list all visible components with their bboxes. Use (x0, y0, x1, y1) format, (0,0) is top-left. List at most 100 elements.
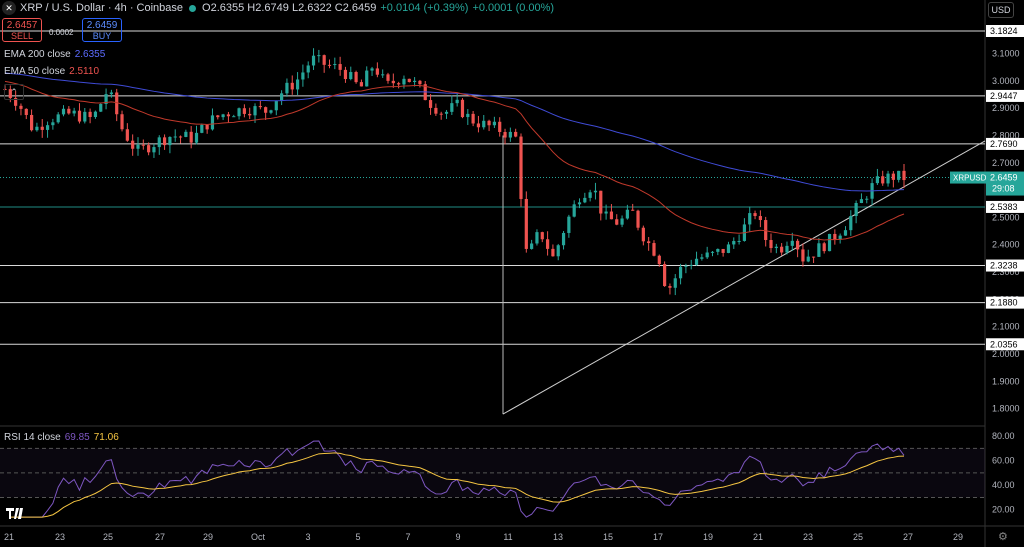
price-tick-label-1: 3.0000 (992, 76, 1020, 86)
currency-button[interactable]: USD (988, 2, 1014, 18)
candle-body (668, 286, 672, 288)
candle-body (439, 113, 443, 115)
candle-body (620, 218, 624, 225)
candle-body (891, 173, 895, 180)
price-tick-label-11: 2.0000 (992, 349, 1020, 359)
candle-body (902, 170, 906, 181)
buy-price: 2.6459 (86, 20, 118, 31)
candle-body (498, 121, 502, 132)
candle-body (817, 243, 821, 257)
candle-body (519, 136, 523, 199)
candle-body (833, 233, 837, 240)
candle-body (545, 239, 550, 249)
candle-body (125, 129, 129, 141)
ema50-label: EMA 50 close (4, 66, 66, 77)
buy-button[interactable]: 2.6459 BUY (82, 18, 122, 42)
low-value: L2.6322 (291, 2, 332, 14)
ema50-value: 2.5110 (69, 66, 99, 77)
candle-body (859, 199, 864, 203)
level-tag-1 (986, 89, 1024, 102)
candle-body (327, 64, 332, 66)
candle-body (673, 278, 677, 288)
countdown-label: 29:08 (992, 184, 1015, 194)
sell-button[interactable]: 2.6457 SELL (2, 18, 42, 42)
candle-body (242, 108, 246, 114)
candle-body (264, 107, 268, 113)
candle-body (769, 240, 773, 249)
level-label-0: 3.1824 (990, 26, 1018, 36)
candle-body (572, 204, 576, 217)
candle-body (349, 72, 353, 80)
collapse-legend-icon[interactable]: ⌃ (4, 84, 24, 100)
candle-body (232, 116, 236, 118)
candle-body (843, 230, 848, 236)
candle-body (72, 110, 76, 114)
candle-body (210, 115, 215, 130)
candle-body (886, 173, 890, 184)
candle-body (716, 248, 720, 252)
candle-body (253, 106, 257, 116)
price-tick-label-6: 2.5000 (992, 212, 1020, 222)
candle-body (657, 255, 661, 265)
candle-body (774, 246, 778, 249)
candle-body (790, 240, 794, 246)
rsi-value: 69.85 (64, 432, 90, 443)
candle-body (99, 103, 103, 112)
candle-body (40, 126, 44, 130)
settings-gear-icon[interactable]: ⚙ (998, 531, 1008, 543)
candle-body (45, 125, 50, 130)
candle-body (551, 248, 555, 257)
sell-label: SELL (10, 31, 34, 41)
ema200-legend[interactable]: EMA 200 close 2.6355 (4, 49, 105, 60)
time-tick-label-16: 23 (803, 532, 813, 542)
candle-body (93, 111, 98, 118)
time-tick-label-1: 23 (55, 532, 65, 542)
candle-body (652, 243, 656, 256)
candle-body (8, 89, 12, 99)
candle-body (248, 113, 252, 116)
price-tick-label-0: 3.1000 (992, 49, 1020, 59)
close-value: C2.6459 (334, 2, 377, 14)
rsi-legend[interactable]: RSI 14 close 69.85 71.06 (4, 432, 119, 443)
price-tick-label-4: 2.7000 (992, 158, 1020, 168)
candle-body (189, 131, 193, 143)
candle-body (806, 256, 810, 262)
candle-body (540, 232, 544, 240)
candle-body (274, 100, 278, 111)
chart-header: ✕ XRP / U.S. Dollar · 4h · Coinbase O2.6… (0, 0, 554, 16)
time-tick-label-7: 5 (355, 532, 360, 542)
time-tick-label-5: Oct (251, 532, 266, 542)
level-tag-5 (986, 296, 1024, 309)
candle-body (428, 100, 433, 108)
candle-body (466, 113, 470, 118)
candle-body (556, 245, 560, 257)
candle-body (663, 264, 667, 287)
candle-body (524, 198, 528, 249)
ema50-legend[interactable]: EMA 50 close 2.5110 (4, 66, 99, 77)
candle-body (226, 114, 231, 117)
candle-body (593, 190, 598, 193)
candle-body (503, 131, 507, 138)
candle-body (136, 144, 140, 149)
candle-body (684, 265, 688, 267)
candle-body (689, 264, 693, 266)
candle-body (577, 202, 582, 205)
candle-body (647, 241, 651, 244)
symbol-title[interactable]: XRP / U.S. Dollar · 4h · Coinbase (20, 2, 184, 14)
candle-body (322, 55, 326, 65)
candle-body (865, 198, 869, 200)
candle-body (450, 103, 454, 112)
candle-body (184, 131, 188, 137)
candle-body (333, 64, 337, 66)
candle-body (131, 140, 135, 149)
level-tag-2 (986, 137, 1024, 150)
current-price-tag (986, 171, 1024, 196)
ohlc-readout: O2.6355 H2.6749 L2.6322 C2.6459 (202, 2, 376, 14)
time-tick-label-14: 19 (703, 532, 713, 542)
candle-body (636, 210, 640, 228)
candle-body (173, 136, 177, 138)
candle-body (710, 251, 715, 253)
trendline (502, 140, 986, 415)
price-tick-label-3: 2.8000 (992, 130, 1020, 140)
